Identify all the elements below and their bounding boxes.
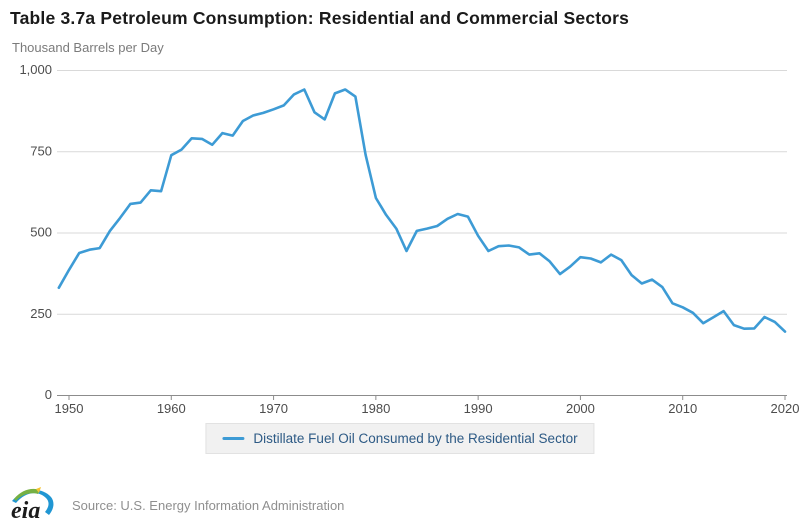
svg-text:1990: 1990 xyxy=(464,401,493,416)
legend-line-swatch-icon xyxy=(222,437,245,440)
svg-text:250: 250 xyxy=(30,306,52,321)
svg-text:2020: 2020 xyxy=(771,401,800,416)
x-axis xyxy=(57,395,787,400)
legend[interactable]: Distillate Fuel Oil Consumed by the Resi… xyxy=(205,423,595,454)
footer: eia Source: U.S. Energy Information Admi… xyxy=(8,484,344,526)
svg-text:eia: eia xyxy=(11,498,40,524)
svg-text:750: 750 xyxy=(30,143,52,158)
axis-tick-labels: 0 250 500 750 1,000 1950 1960 1970 1980 1990 2000 2… xyxy=(19,62,799,416)
source-note: Source: U.S. Energy Information Administ… xyxy=(72,497,345,513)
line-chart-plot: 0 250 500 750 1,000 1950 1960 1970 1980 1990 2000 2… xyxy=(19,62,799,416)
svg-text:1,000: 1,000 xyxy=(19,62,52,77)
svg-text:0: 0 xyxy=(45,387,52,402)
svg-text:1980: 1980 xyxy=(361,401,390,416)
legend-series-label: Distillate Fuel Oil Consumed by the Resi… xyxy=(253,431,578,446)
svg-text:1960: 1960 xyxy=(157,401,186,416)
svg-text:500: 500 xyxy=(30,225,52,240)
svg-text:2000: 2000 xyxy=(566,401,595,416)
data-line-residential-distillate xyxy=(57,88,787,333)
svg-text:1950: 1950 xyxy=(55,401,84,416)
gridlines xyxy=(57,70,787,315)
y-axis-unit-label: Thousand Barrels per Day xyxy=(12,40,164,55)
svg-text:1970: 1970 xyxy=(259,401,288,416)
eia-logo: eia xyxy=(11,487,54,524)
page-title: Table 3.7a Petroleum Consumption: Reside… xyxy=(10,8,630,28)
svg-text:2010: 2010 xyxy=(668,401,697,416)
